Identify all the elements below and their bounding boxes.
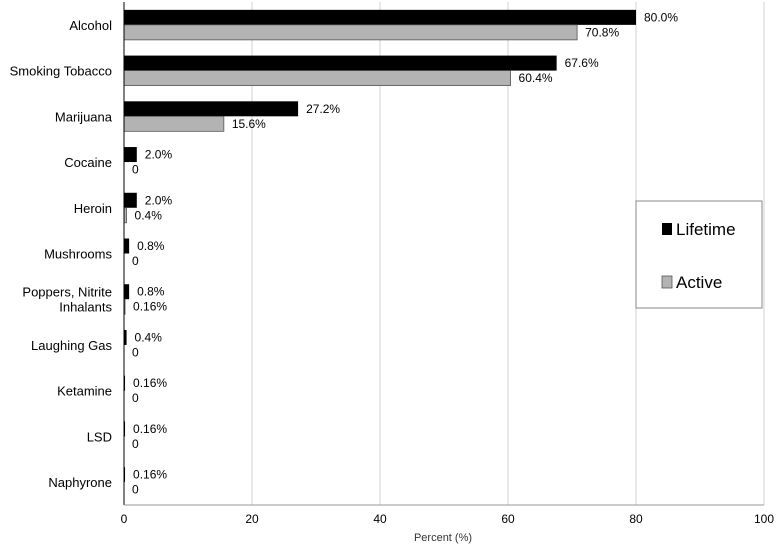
legend-label-active: Active <box>676 273 722 292</box>
labels: Alcohol 80.0% 70.8% Smoking Tobacco 67.6% 60.… <box>10 10 679 496</box>
category-label-poppers-nitrite-inhalants-line-2: Inhalants <box>59 300 112 315</box>
x-tick-label-80: 80 <box>629 512 643 526</box>
category-label-alcohol: Alcohol <box>69 18 112 33</box>
data-label-lifetime-mushrooms: 0.8% <box>137 239 165 253</box>
bar-lifetime-naphyrone <box>124 467 126 483</box>
data-label-lifetime-smoking-tobacco: 67.6% <box>565 56 599 70</box>
legend-label-lifetime: Lifetime <box>676 220 736 239</box>
category-label-marijuana: Marijuana <box>55 109 113 124</box>
data-label-active-smoking-tobacco: 60.4% <box>519 71 553 85</box>
category-label-mushrooms: Mushrooms <box>44 247 112 262</box>
bar-lifetime-cocaine <box>124 147 137 163</box>
bar-lifetime-poppers-nitrite-inhalants <box>124 284 130 300</box>
category-label-naphyrone: Naphyrone <box>48 475 112 490</box>
bar-lifetime-smoking-tobacco <box>124 55 557 71</box>
bar-lifetime-ketamine <box>124 375 126 391</box>
x-tick-label-100: 100 <box>754 512 774 526</box>
bar-lifetime-mushrooms <box>124 238 130 254</box>
data-label-lifetime-alcohol: 80.0% <box>644 10 678 24</box>
data-label-lifetime-poppers-nitrite-inhalants: 0.8% <box>137 285 165 299</box>
category-label-cocaine: Cocaine <box>64 155 112 170</box>
data-label-active-lsd: 0 <box>132 437 139 451</box>
data-label-active-naphyrone: 0 <box>132 483 139 497</box>
data-label-lifetime-heroin: 2.0% <box>145 193 173 207</box>
data-label-active-heroin: 0.4% <box>135 208 163 222</box>
x-tick-label-0: 0 <box>121 512 128 526</box>
bar-lifetime-heroin <box>124 192 137 208</box>
bar-lifetime-laughing-gas <box>124 329 127 345</box>
x-tick-label-60: 60 <box>501 512 515 526</box>
legend-swatch-lifetime <box>662 223 672 235</box>
category-label-ketamine: Ketamine <box>57 384 112 399</box>
category-label-smoking-tobacco: Smoking Tobacco <box>10 64 112 79</box>
category-label-lsd: LSD <box>87 429 112 444</box>
bar-active-smoking-tobacco <box>123 70 511 86</box>
bars <box>123 9 636 483</box>
data-label-lifetime-naphyrone: 0.16% <box>133 468 167 482</box>
legend-box <box>635 200 763 309</box>
bar-lifetime-alcohol <box>124 9 636 25</box>
data-label-lifetime-laughing-gas: 0.4% <box>135 330 163 344</box>
data-label-active-ketamine: 0 <box>132 391 139 405</box>
bar-active-marijuana <box>123 115 225 132</box>
bar-active-alcohol <box>123 24 578 41</box>
data-label-active-laughing-gas: 0 <box>132 345 139 359</box>
x-tick-label-20: 20 <box>245 512 259 526</box>
data-label-lifetime-marijuana: 27.2% <box>306 102 340 116</box>
bar-lifetime-marijuana <box>124 101 299 117</box>
data-label-lifetime-ketamine: 0.16% <box>133 376 167 390</box>
data-label-active-cocaine: 0 <box>132 163 139 177</box>
category-label-laughing-gas: Laughing Gas <box>31 338 112 353</box>
data-label-active-poppers-nitrite-inhalants: 0.16% <box>133 300 167 314</box>
legend-swatch-active <box>661 275 673 289</box>
axes: 0 20 40 60 80 100 <box>121 2 774 526</box>
data-label-lifetime-lsd: 0.16% <box>133 422 167 436</box>
legend: Lifetime Active <box>635 200 763 309</box>
category-label-poppers-nitrite-inhalants-line-1: Poppers, Nitrite <box>22 285 112 300</box>
bar-lifetime-lsd <box>124 421 126 437</box>
data-label-active-mushrooms: 0 <box>132 254 139 268</box>
x-tick-label-40: 40 <box>373 512 387 526</box>
data-label-lifetime-cocaine: 2.0% <box>145 148 173 162</box>
x-axis-title: Percent (%) <box>414 532 472 544</box>
data-label-active-alcohol: 70.8% <box>585 25 619 39</box>
category-label-heroin: Heroin <box>74 201 112 216</box>
data-label-active-marijuana: 15.6% <box>232 117 266 131</box>
